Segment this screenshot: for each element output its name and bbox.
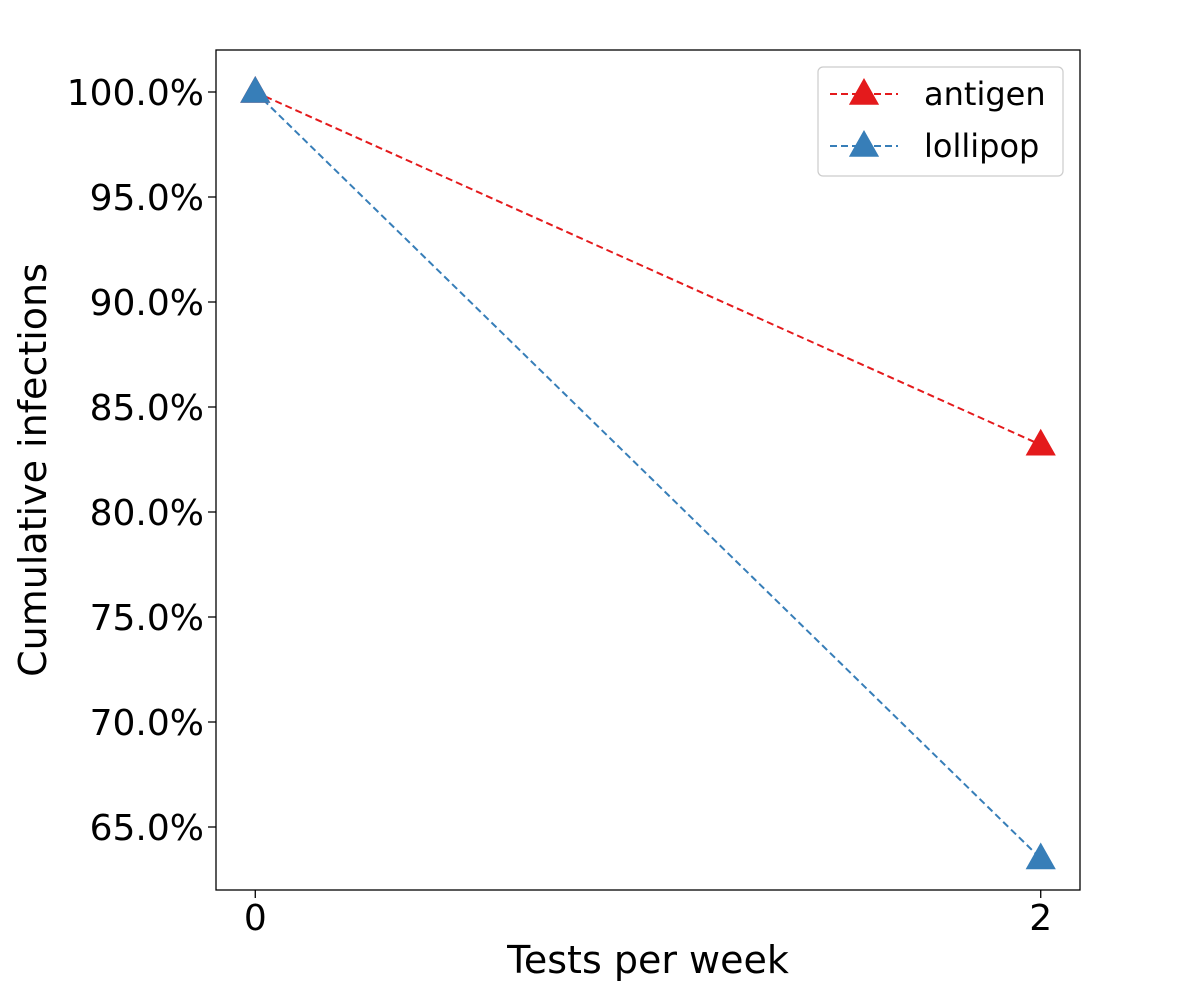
series-layer: [240, 75, 1056, 870]
y-tick-label: 70.0%: [90, 703, 204, 744]
x-tick-label: 2: [1029, 898, 1052, 939]
y-tick-label: 90.0%: [90, 283, 204, 324]
plot-frame: [215, 49, 1081, 891]
y-tick-label: 75.0%: [90, 598, 204, 639]
legend: antigen lollipop: [817, 66, 1064, 177]
legend-label-antigen: antigen: [924, 75, 1046, 113]
data-point-antigen: [1025, 428, 1056, 456]
y-tick-label: 100.0%: [67, 73, 204, 114]
x-axis-title: Tests per week: [506, 938, 789, 982]
x-tick-label: 0: [244, 898, 267, 939]
y-tick-label: 65.0%: [90, 808, 204, 849]
legend-marker-antigen: [848, 77, 880, 105]
y-tick-label: 95.0%: [90, 178, 204, 219]
ticks-layer: 65.0% 70.0% 75.0% 80.0% 85.0% 90.0% 95.0% 100.0…: [67, 73, 1052, 939]
series-line-antigen: [254, 91, 1042, 446]
series-line-lollipop: [254, 91, 1042, 860]
y-axis-title: Cumulative infections: [11, 263, 55, 677]
legend-label-lollipop: lollipop: [924, 127, 1039, 165]
data-point-lollipop: [1025, 842, 1056, 870]
legend-marker-lollipop: [848, 129, 880, 157]
y-tick-label: 80.0%: [90, 493, 204, 534]
data-point-lollipop: [240, 75, 271, 103]
y-tick-label: 85.0%: [90, 388, 204, 429]
